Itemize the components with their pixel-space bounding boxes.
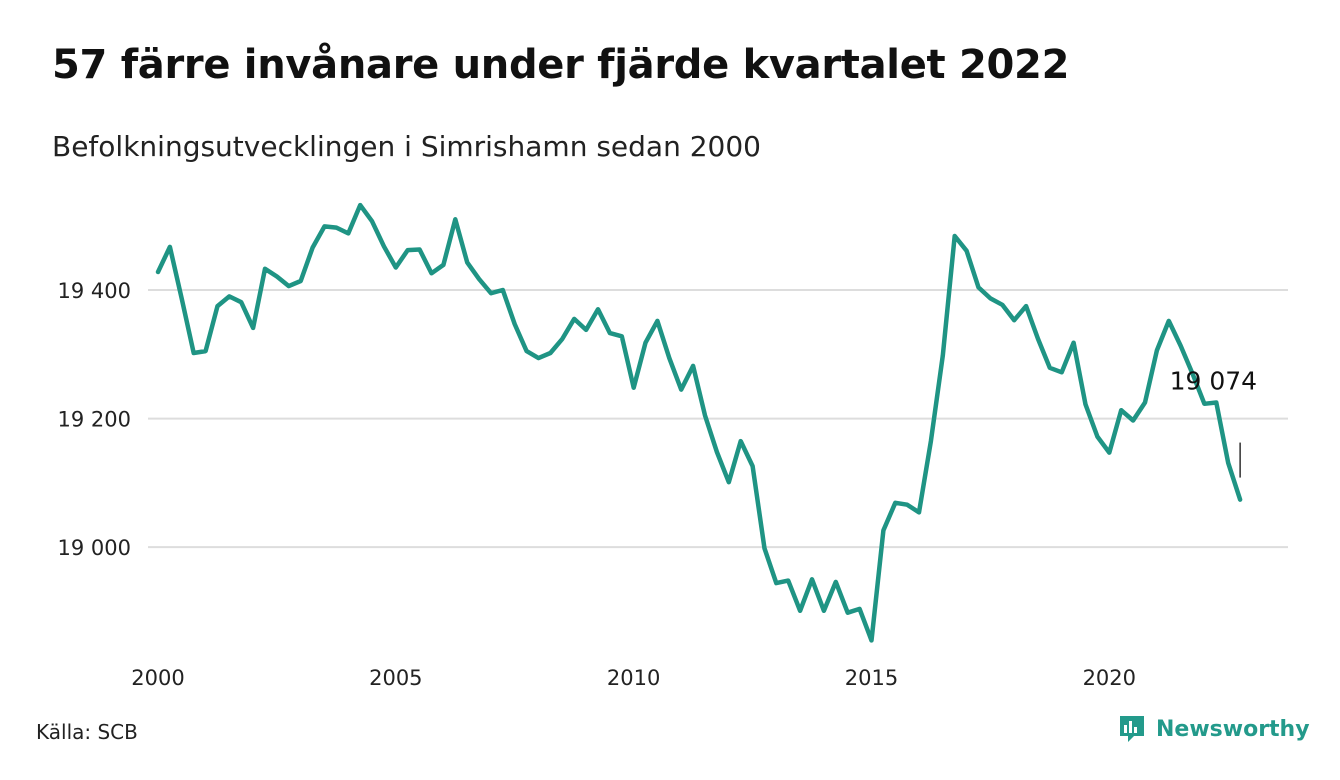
newsworthy-logo-icon bbox=[1120, 716, 1144, 742]
chart-subtitle: Befolkningsutvecklingen i Simrishamn sed… bbox=[52, 130, 761, 163]
x-tick-label: 2020 bbox=[1083, 666, 1136, 690]
x-tick-label: 2005 bbox=[369, 666, 422, 690]
population-line-chart: 19 000 19 200 19 400 2000 2005 2010 2015 2020 19… bbox=[58, 202, 1288, 690]
brand-name: Newsworthy bbox=[1156, 716, 1310, 742]
source-note: Källa: SCB bbox=[36, 720, 138, 744]
x-tick-label: 2015 bbox=[845, 666, 898, 690]
population-series-line bbox=[155, 202, 1243, 643]
y-tick-label: 19 200 bbox=[58, 408, 131, 432]
x-tick-label: 2010 bbox=[607, 666, 660, 690]
annotation-label: 19 074 bbox=[1170, 367, 1257, 396]
y-tick-label: 19 000 bbox=[58, 536, 131, 560]
x-tick-label: 2000 bbox=[131, 666, 184, 690]
y-tick-label: 19 400 bbox=[58, 279, 131, 303]
brand-logo: Newsworthy bbox=[1118, 714, 1310, 744]
chart-title: 57 färre invånare under fjärde kvartalet… bbox=[52, 42, 1070, 88]
